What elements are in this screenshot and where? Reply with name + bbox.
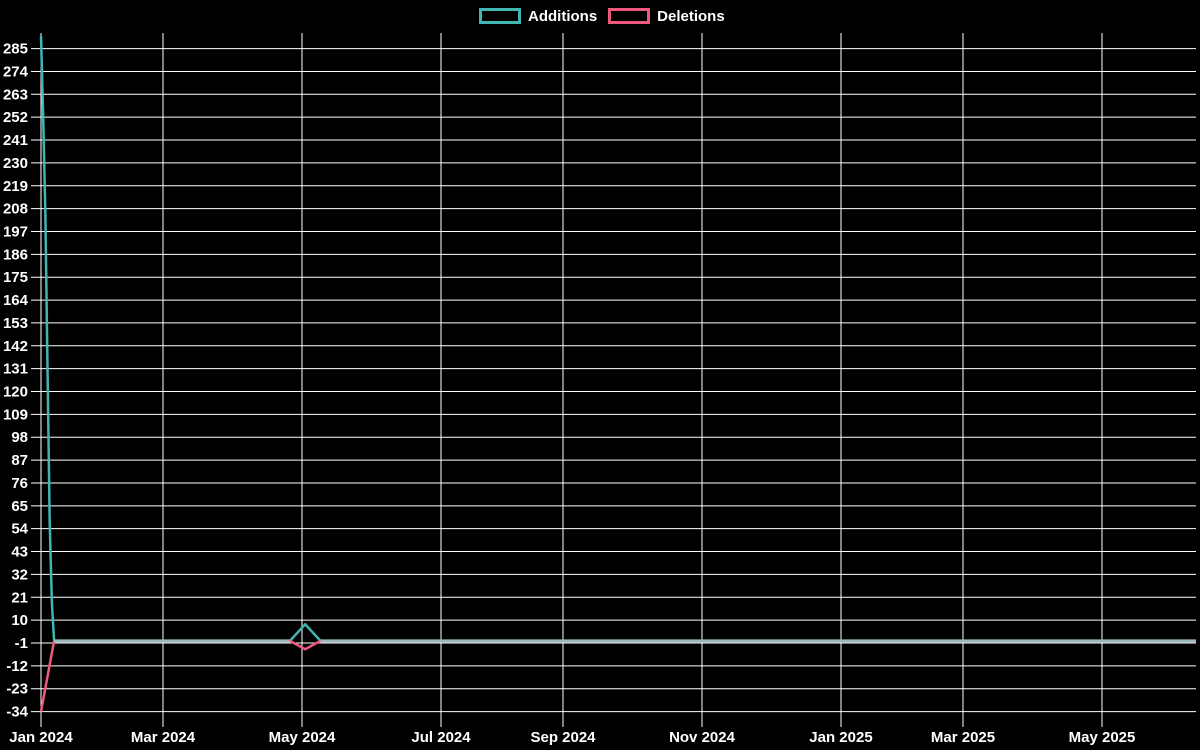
y-tick-label: 186 [3, 246, 28, 263]
y-tick-label: -1 [15, 635, 28, 652]
additions-line [39, 36, 1196, 643]
deletions-line [39, 639, 1196, 712]
y-tick-label: 98 [11, 429, 28, 446]
y-tick-label: -23 [6, 681, 28, 698]
additions-swatch-icon [479, 8, 521, 24]
legend-item-additions[interactable]: Additions [479, 8, 597, 24]
legend-label-additions: Additions [528, 7, 598, 25]
y-tick-label: -12 [6, 658, 28, 675]
y-tick-label: 241 [3, 132, 28, 149]
y-tick-label: 32 [11, 566, 28, 583]
y-tick-label: 252 [3, 109, 28, 126]
deletions-swatch-icon [608, 8, 651, 24]
y-tick-label: 219 [3, 178, 28, 195]
x-tick-label: Jan 2025 [809, 729, 872, 746]
y-tick-label: 87 [11, 452, 28, 469]
y-tick-label: 285 [3, 41, 28, 58]
x-tick-label: May 2025 [1069, 729, 1136, 746]
x-tick-label: Mar 2025 [931, 729, 995, 746]
y-tick-label: 65 [11, 498, 28, 515]
y-tick-label: 230 [3, 155, 28, 172]
y-tick-label: 131 [3, 361, 28, 378]
y-tick-label: -34 [6, 704, 28, 721]
y-tick-label: 274 [3, 63, 29, 80]
y-tick-label: 208 [3, 201, 28, 218]
chart-legend: Additions Deletions [479, 8, 725, 24]
y-tick-label: 197 [3, 223, 28, 240]
x-tick-label: Nov 2024 [669, 729, 736, 746]
x-tick-label: Mar 2024 [131, 729, 196, 746]
legend-label-deletions: Deletions [657, 7, 725, 25]
y-tick-label: 10 [11, 612, 28, 629]
legend-item-deletions[interactable]: Deletions [608, 8, 725, 24]
x-tick-label: May 2024 [269, 729, 336, 746]
y-tick-label: 142 [3, 338, 28, 355]
y-tick-label: 54 [11, 521, 28, 538]
y-tick-label: 175 [3, 269, 28, 286]
y-tick-label: 120 [3, 384, 28, 401]
y-tick-label: 43 [11, 544, 28, 561]
x-tick-label: Jul 2024 [411, 729, 471, 746]
y-tick-label: 76 [11, 475, 28, 492]
y-tick-label: 164 [3, 292, 29, 309]
y-tick-label: 21 [11, 589, 28, 606]
y-tick-label: 153 [3, 315, 28, 332]
x-tick-label: Sep 2024 [530, 729, 596, 746]
y-tick-label: 109 [3, 406, 28, 423]
x-tick-label: Jan 2024 [9, 729, 73, 746]
y-tick-label: 263 [3, 86, 28, 103]
